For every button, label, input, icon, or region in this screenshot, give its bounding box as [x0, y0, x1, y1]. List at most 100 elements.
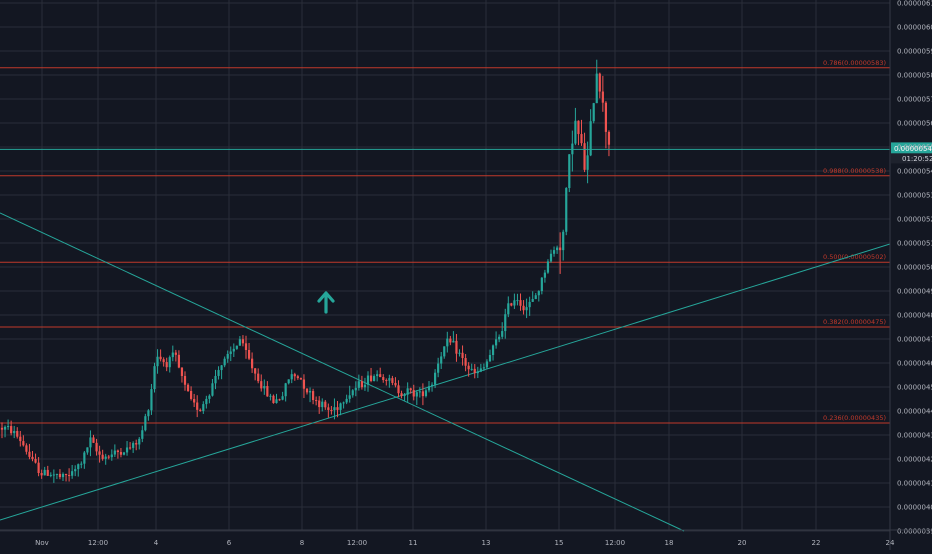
y-tick-label: 0.00000490	[897, 288, 932, 296]
x-tick-label: 13	[482, 539, 491, 547]
candle-up	[534, 295, 537, 300]
candle-up	[565, 188, 568, 232]
candle-down	[247, 350, 251, 359]
candle-up	[86, 447, 89, 453]
candle-up	[55, 473, 58, 475]
candle-down	[324, 401, 327, 408]
candle-up	[485, 361, 489, 368]
fib-level-label: 0.236(0.00000435)	[823, 414, 886, 422]
candle-up	[89, 437, 92, 448]
y-tick-label: 0.00000460	[897, 360, 932, 368]
y-tick-label: 0.00000480	[897, 312, 932, 320]
current-price-label: 0.00000549	[894, 145, 932, 153]
candle-down	[25, 445, 28, 452]
candle-up	[205, 398, 208, 405]
candle-up	[321, 401, 324, 408]
y-tick-label: 0.00000590	[897, 48, 932, 56]
candle-down	[116, 450, 119, 453]
y-tick-label: 0.00000500	[897, 264, 932, 272]
candle-up	[77, 464, 80, 470]
candle-down	[199, 409, 202, 411]
candle-up	[80, 463, 83, 465]
candle-down	[272, 395, 275, 404]
candle-down	[394, 382, 397, 386]
candle-down	[58, 473, 62, 478]
candle-up	[132, 443, 135, 448]
candle-down	[400, 393, 403, 396]
candle-up	[13, 430, 16, 434]
candle-down	[174, 352, 177, 355]
candle-up	[540, 277, 543, 292]
up-arrow-icon	[317, 291, 335, 314]
candle-down	[28, 451, 31, 457]
candle-up	[366, 375, 370, 385]
candle-up	[531, 299, 534, 302]
candle-down	[299, 378, 302, 380]
candle-up	[516, 300, 519, 302]
candle-down	[336, 407, 339, 410]
candle-up	[168, 357, 171, 368]
candle-up	[543, 272, 546, 278]
candle-down	[46, 469, 49, 476]
candle-up	[430, 384, 434, 387]
y-tick-label: 0.00000510	[897, 240, 932, 248]
y-tick-label: 0.00000450	[897, 384, 932, 392]
candle-up	[498, 336, 501, 340]
candle-down	[101, 454, 104, 459]
candle-down	[312, 391, 315, 401]
y-tick-label: 0.00000400	[897, 504, 932, 512]
candle-down	[369, 375, 373, 382]
y-tick-label: 0.00000580	[897, 72, 932, 80]
candle-up	[427, 386, 431, 391]
candle-up	[501, 331, 504, 337]
candle-down	[196, 402, 199, 410]
candle-up	[470, 368, 473, 370]
candle-up	[568, 154, 571, 189]
candle-up	[403, 394, 406, 396]
candle-up	[342, 402, 345, 404]
candle-down	[293, 374, 296, 377]
candle-down	[165, 362, 168, 368]
candle-up	[147, 410, 150, 417]
candle-up	[388, 378, 391, 381]
candle-up	[373, 376, 376, 382]
candle-down	[580, 134, 583, 144]
candle-up	[171, 352, 174, 358]
candle-up	[482, 367, 485, 369]
candle-up	[202, 404, 205, 411]
candle-up	[214, 375, 217, 384]
candle-up	[52, 474, 55, 476]
ascending-trend-line	[0, 243, 891, 521]
candle-up	[235, 345, 238, 349]
current-price-line: 0.00000549 01:20:52	[0, 142, 932, 164]
candle-down	[607, 131, 611, 145]
candle-up	[74, 469, 77, 472]
x-tick-label: 12:00	[347, 539, 367, 547]
candle-down	[382, 377, 385, 381]
y-tick-label: 0.00000520	[897, 216, 932, 224]
candle-up	[122, 452, 126, 455]
candle-down	[385, 380, 388, 382]
candle-up	[351, 390, 354, 396]
candle-up	[363, 384, 367, 388]
candle-up	[339, 403, 342, 410]
candle-down	[510, 303, 513, 306]
x-tick-label: 4	[154, 539, 159, 547]
y-tick-label: 0.00000570	[897, 96, 932, 104]
candle-down	[251, 358, 254, 369]
x-tick-label: 22	[812, 539, 821, 547]
candle-up	[275, 399, 278, 404]
candle-down	[604, 102, 607, 132]
candle-up	[488, 355, 492, 362]
x-tick-label: 12:00	[605, 539, 625, 547]
candle-down	[98, 451, 101, 455]
candle-up	[110, 454, 113, 458]
candle-up	[61, 473, 65, 478]
candle-up	[556, 247, 559, 251]
descending-trend-line	[0, 212, 685, 532]
candle-up	[290, 374, 293, 380]
